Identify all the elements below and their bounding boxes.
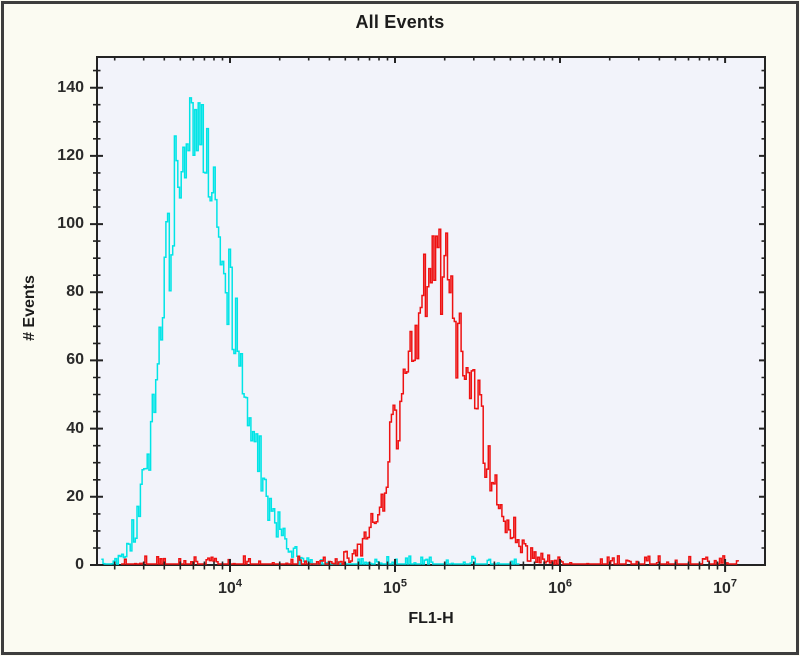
x-tick-label: 104: [200, 577, 260, 598]
y-tick-label: 120: [57, 146, 84, 164]
x-tick-exponent: 5: [400, 577, 407, 590]
red-population-trace: [121, 228, 739, 565]
y-tick-label: 60: [66, 351, 84, 369]
cyan-population-trace: [101, 97, 520, 565]
y-tick-label: 0: [75, 556, 84, 573]
y-tick-label: 100: [57, 215, 84, 233]
x-tick-exponent: 7: [730, 577, 738, 590]
y-tick-label: 80: [66, 283, 84, 301]
x-axis-label: FL1-H: [408, 610, 454, 627]
minor-ticks: [93, 57, 765, 570]
x-tick-label: 107: [695, 577, 755, 598]
x-tick-exponent: 6: [565, 577, 572, 590]
x-tick-exponent: 4: [235, 577, 242, 590]
x-tick-label: 106: [530, 577, 590, 598]
y-axis-label-text: # Events: [21, 275, 38, 341]
major-ticks: [90, 57, 765, 572]
x-tick-base: 10: [218, 580, 236, 597]
x-tick-base: 10: [383, 580, 401, 597]
plot-frame: [96, 56, 766, 566]
y-tick-label: 140: [57, 78, 84, 96]
x-tick-base: 10: [548, 580, 566, 597]
x-tick-base: 10: [713, 580, 731, 597]
y-tick-label: 20: [66, 487, 84, 505]
x-tick-label: 105: [365, 577, 425, 598]
chart-title: All Events: [355, 12, 445, 32]
y-tick-label: 40: [66, 419, 84, 437]
